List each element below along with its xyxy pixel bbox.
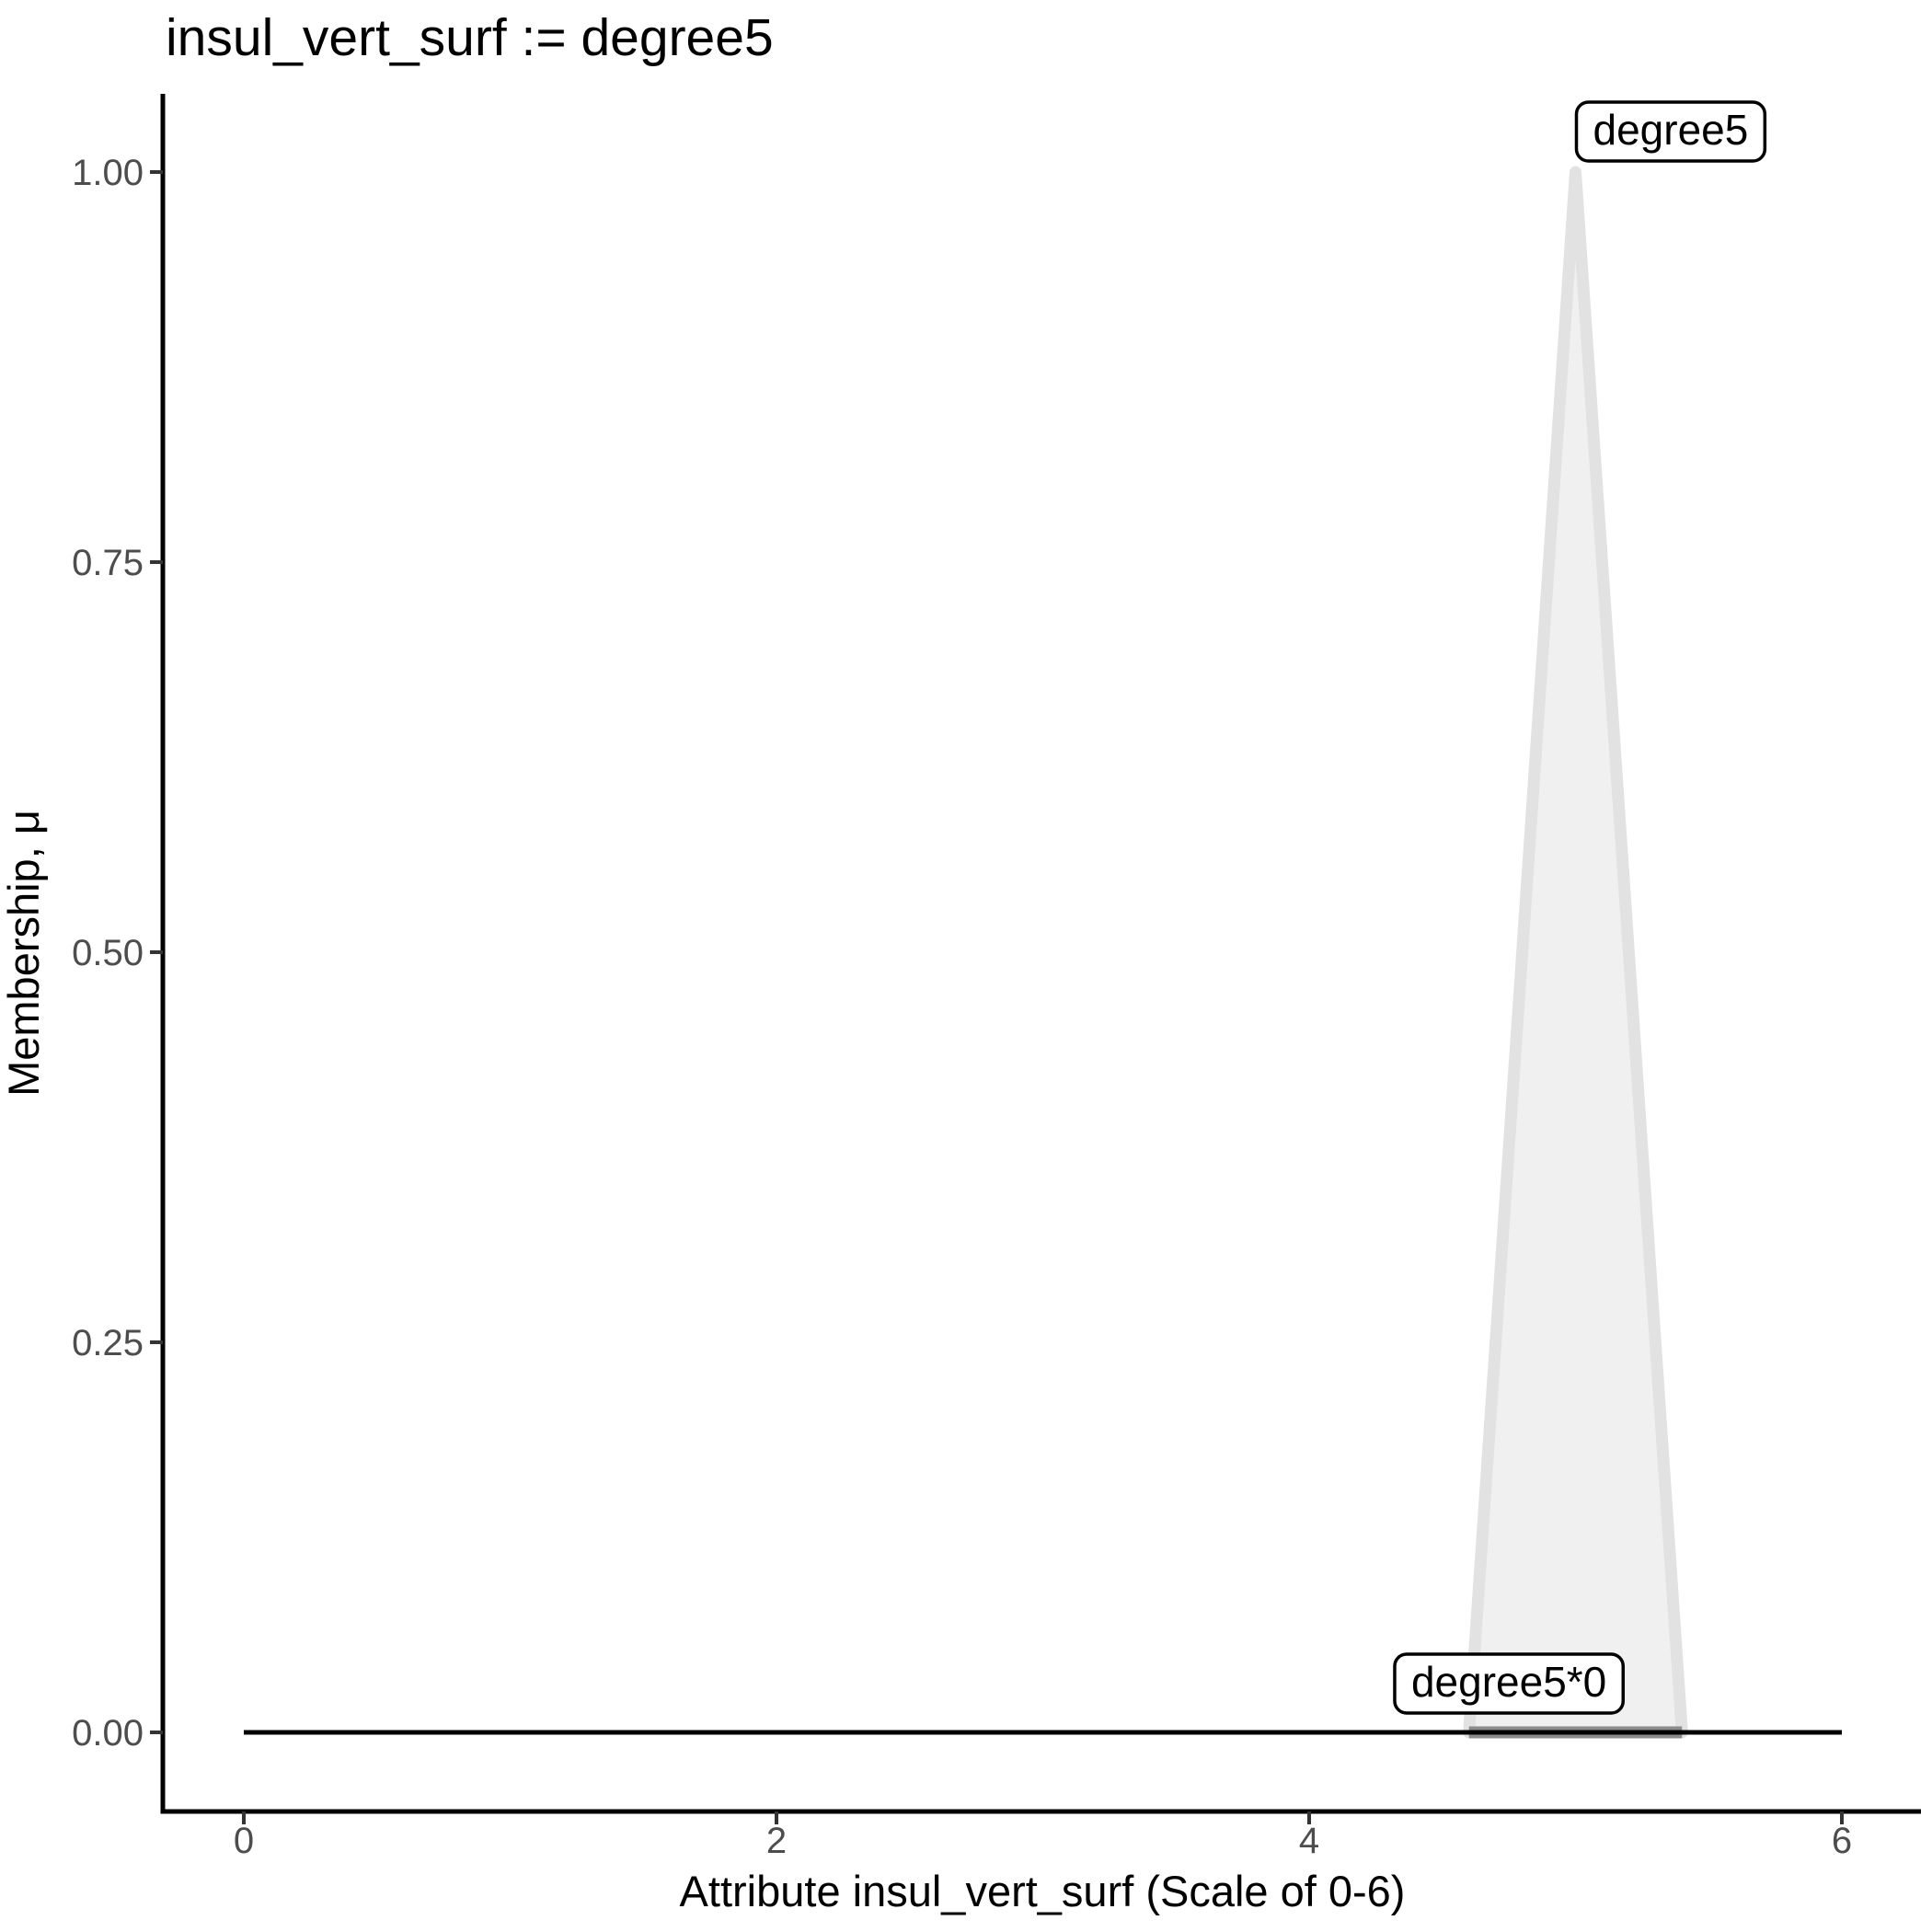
- x-tick-label: 2: [766, 1821, 787, 1861]
- y-tick-label: 0.50: [72, 933, 144, 973]
- annotation-text: degree5*0: [1411, 1658, 1606, 1706]
- axes-layer: 0 2 4 6 0.00 0.25 0.50 0.75 1.00: [72, 94, 1921, 1861]
- x-tick-label: 6: [1832, 1821, 1852, 1861]
- annotation-degree5: degree5: [1574, 100, 1767, 163]
- x-tick-label: 4: [1299, 1821, 1319, 1861]
- annotation-degree5x0: degree5*0: [1393, 1652, 1626, 1715]
- x-tick-label: 0: [234, 1821, 254, 1861]
- annotation-text: degree5: [1593, 106, 1749, 154]
- y-tick-label: 0.75: [72, 543, 144, 583]
- annotation-box: [1393, 1652, 1626, 1715]
- chart-title: insul_vert_surf := degree5: [166, 8, 774, 67]
- y-tick-label: 1.00: [72, 153, 144, 193]
- y-tick-label: 0.25: [72, 1323, 144, 1363]
- membership-area-degree5: [1463, 166, 1688, 1739]
- annotation-box: [1574, 100, 1767, 163]
- y-axis-label: Membership, μ: [0, 810, 48, 1097]
- annotations-layer: degree5 degree5*0: [1393, 100, 1767, 1715]
- x-axis-label: Attribute insul_vert_surf (Scale of 0-6): [680, 1867, 1406, 1915]
- y-tick-label: 0.00: [72, 1713, 144, 1754]
- series-layer: [244, 166, 1842, 1739]
